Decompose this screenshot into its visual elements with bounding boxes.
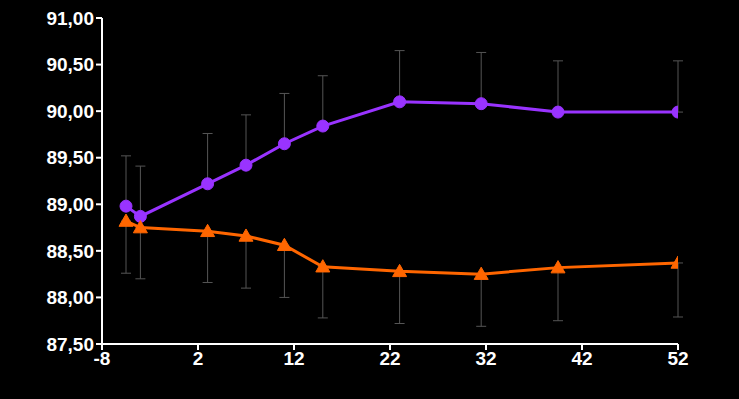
svg-text:2: 2 <box>193 348 204 369</box>
svg-text:22: 22 <box>379 348 400 369</box>
svg-text:89,50: 89,50 <box>46 147 94 168</box>
svg-text:42: 42 <box>571 348 592 369</box>
svg-text:88,00: 88,00 <box>46 287 94 308</box>
svg-text:89,00: 89,00 <box>46 194 94 215</box>
svg-text:32: 32 <box>475 348 496 369</box>
svg-text:88,50: 88,50 <box>46 241 94 262</box>
svg-text:12: 12 <box>283 348 304 369</box>
svg-text:90,00: 90,00 <box>46 101 94 122</box>
svg-text:91,00: 91,00 <box>46 8 94 29</box>
svg-text:90,50: 90,50 <box>46 54 94 75</box>
svg-text:87,50: 87,50 <box>46 334 94 355</box>
svg-text:-8: -8 <box>94 348 111 369</box>
svg-text:52: 52 <box>667 348 688 369</box>
